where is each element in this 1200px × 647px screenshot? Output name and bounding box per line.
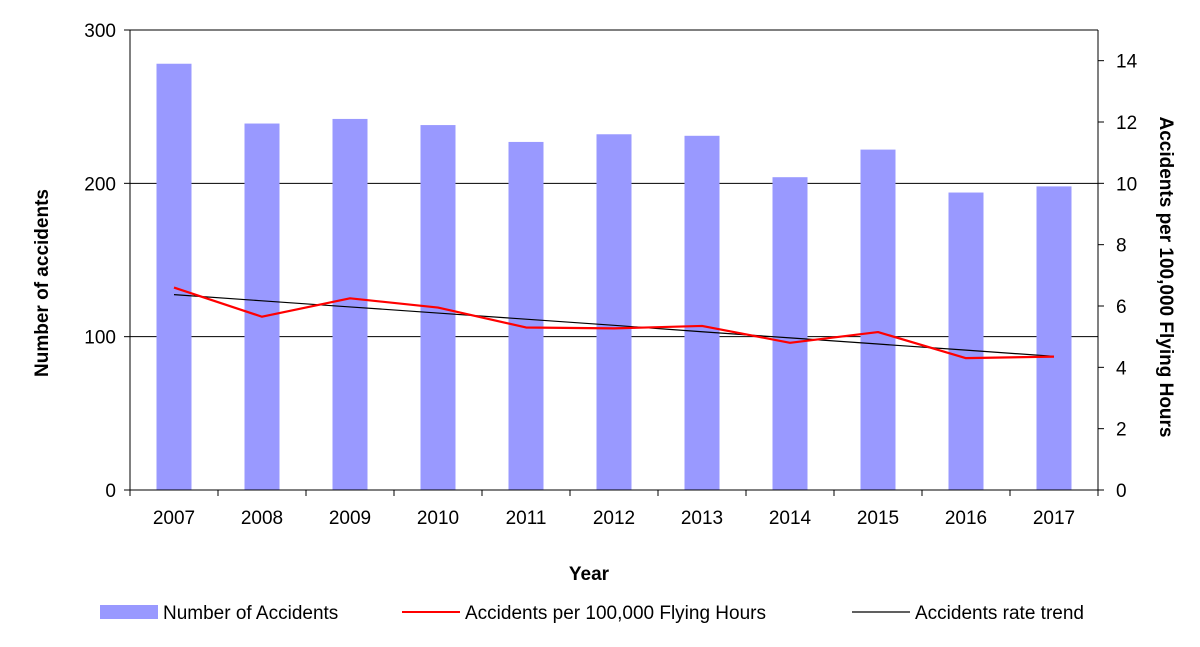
x-tick-label-2013: 2013 [681,508,723,529]
bar-2015 [860,149,896,490]
right-tick-label-0: 0 [1116,481,1127,502]
bar-2017 [1036,186,1072,490]
right-axis-title: Accidents per 100,000 Flying Hours [1155,116,1176,437]
bar-2016 [948,192,984,491]
x-tick-label-2016: 2016 [945,508,987,529]
legend-swatch-bars [100,605,158,619]
left-axis-ticks: 0 100 200 300 [84,21,130,502]
line-accident-rate [173,286,1055,360]
x-tick-label-2015: 2015 [857,508,899,529]
legend-item-bars: Number of Accidents [100,603,338,624]
left-tick-label-100: 100 [84,328,116,349]
lines [173,286,1055,360]
x-tick-label-2012: 2012 [593,508,635,529]
x-tick-label-2007: 2007 [153,508,195,529]
x-tick-label-2008: 2008 [241,508,283,529]
bar-2009 [332,118,368,490]
right-tick-label-10: 10 [1116,174,1137,195]
x-tick-label-2017: 2017 [1033,508,1075,529]
bar-2008 [244,123,280,491]
right-tick-label-4: 4 [1116,358,1127,379]
legend-label-rate: Accidents per 100,000 Flying Hours [465,603,766,624]
bar-2013 [684,135,720,491]
plot-frame [129,30,1099,491]
bar-2014 [772,177,808,490]
left-tick-label-0: 0 [105,481,116,502]
x-tick-label-2009: 2009 [329,508,371,529]
bars [156,63,1072,491]
x-tick-label-2011: 2011 [506,508,547,529]
bar-2012 [596,134,632,490]
right-tick-label-12: 12 [1116,113,1137,134]
right-tick-label-8: 8 [1116,236,1127,257]
right-tick-label-6: 6 [1116,297,1127,318]
x-axis-title: Year [569,564,610,585]
right-tick-label-14: 14 [1116,52,1138,73]
left-tick-label-200: 200 [84,174,116,195]
legend-item-trend: Accidents rate trend [852,603,1084,624]
right-axis-ticks: 0 2 4 6 8 10 12 14 [1098,52,1138,502]
legend-item-rate: Accidents per 100,000 Flying Hours [402,603,766,624]
legend-label-bars: Number of Accidents [163,603,338,624]
left-axis-title: Number of accidents [32,189,53,377]
right-tick-label-2: 2 [1116,420,1127,441]
legend-label-trend: Accidents rate trend [915,603,1084,624]
x-tick-label-2010: 2010 [417,508,459,529]
x-tick-label-2014: 2014 [769,508,812,529]
left-tick-label-300: 300 [84,21,116,42]
bar-2011 [508,141,544,490]
legend: Number of Accidents Accidents per 100,00… [100,603,1084,624]
x-axis-ticks: 2007 2008 2009 2010 2011 2012 2013 2014 2015 2016… [129,490,1099,529]
bar-2007 [156,63,192,490]
